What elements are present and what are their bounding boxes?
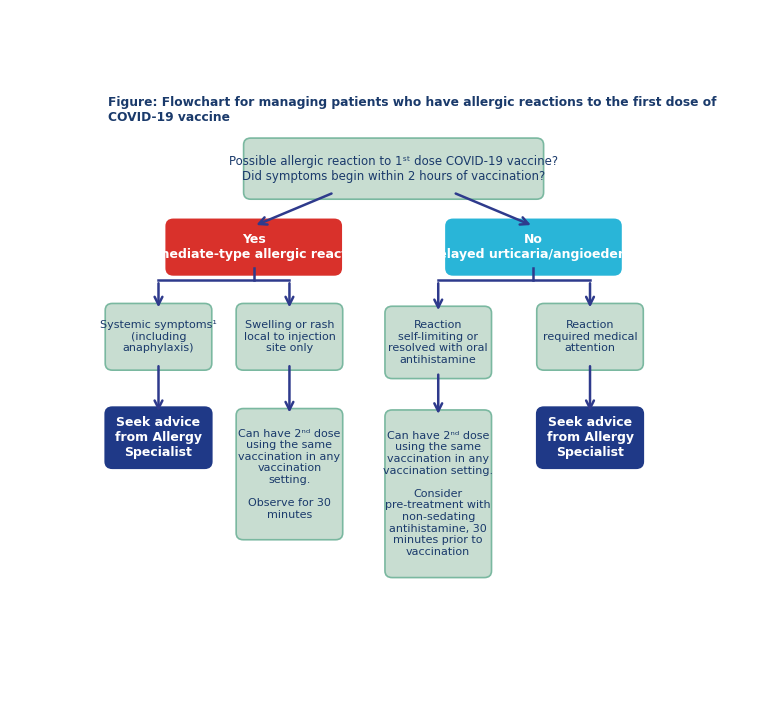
- FancyBboxPatch shape: [105, 304, 212, 370]
- FancyBboxPatch shape: [537, 304, 644, 370]
- Text: Possible allergic reaction to 1ˢᵗ dose COVID-19 vaccine?
Did symptoms begin with: Possible allergic reaction to 1ˢᵗ dose C…: [229, 154, 558, 183]
- Text: Can have 2ⁿᵈ dose
using the same
vaccination in any
vaccination
setting.

Observ: Can have 2ⁿᵈ dose using the same vaccina…: [238, 429, 341, 520]
- Text: Systemic symptoms¹
(including
anaphylaxis): Systemic symptoms¹ (including anaphylaxi…: [100, 320, 217, 353]
- Text: Reaction
required medical
attention: Reaction required medical attention: [543, 320, 637, 353]
- Text: Figure: Flowchart for managing patients who have allergic reactions to the first: Figure: Flowchart for managing patients …: [108, 96, 717, 124]
- FancyBboxPatch shape: [237, 304, 343, 370]
- FancyBboxPatch shape: [385, 410, 492, 577]
- Text: Seek advice
from Allergy
Specialist: Seek advice from Allergy Specialist: [115, 416, 202, 459]
- FancyBboxPatch shape: [105, 407, 212, 468]
- FancyBboxPatch shape: [237, 408, 343, 539]
- FancyBboxPatch shape: [385, 306, 492, 379]
- FancyBboxPatch shape: [537, 407, 644, 468]
- Text: Seek advice
from Allergy
Specialist: Seek advice from Allergy Specialist: [547, 416, 634, 459]
- Text: No
Delayed urticaria/angioedema: No Delayed urticaria/angioedema: [428, 233, 639, 261]
- Text: Yes
Immediate-type allergic reaction: Yes Immediate-type allergic reaction: [139, 233, 369, 261]
- FancyBboxPatch shape: [243, 138, 544, 199]
- FancyBboxPatch shape: [166, 219, 341, 275]
- Text: Reaction
self-limiting or
resolved with oral
antihistamine: Reaction self-limiting or resolved with …: [389, 320, 488, 365]
- Text: Can have 2ⁿᵈ dose
using the same
vaccination in any
vaccination setting.

Consid: Can have 2ⁿᵈ dose using the same vaccina…: [383, 431, 493, 557]
- FancyBboxPatch shape: [446, 219, 621, 275]
- Text: Swelling or rash
local to injection
site only: Swelling or rash local to injection site…: [243, 320, 336, 353]
